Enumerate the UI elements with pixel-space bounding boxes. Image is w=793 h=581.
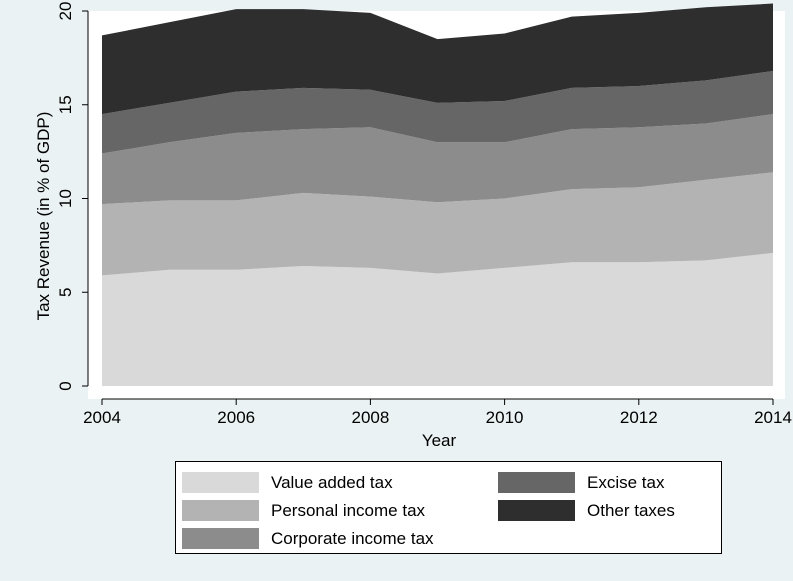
legend-label: Value added tax [271, 472, 393, 492]
legend-item-corporate-income-tax: Corporate income tax [182, 528, 434, 549]
x-tick-label: 2004 [83, 408, 121, 427]
legend-item-other-taxes: Other taxes [498, 500, 675, 521]
legend-swatch [182, 472, 259, 493]
legend-label: Excise tax [587, 472, 665, 492]
y-axis-label: Tax Revenue (in % of GDP) [34, 112, 53, 321]
x-tick-label: 2008 [351, 408, 389, 427]
legend-swatch [498, 500, 575, 521]
area-other-taxes [102, 3, 773, 115]
area-value-added-tax [102, 252, 773, 386]
area-corporate-income-tax [102, 114, 773, 205]
x-axis-label: Year [422, 431, 457, 450]
legend-item-value-added-tax: Value added tax [182, 472, 393, 493]
x-tick-label: 2010 [486, 408, 524, 427]
area-excise-tax [102, 71, 773, 154]
x-tick-label: 2006 [217, 408, 255, 427]
legend: Value added tax Personal income tax Corp… [175, 461, 722, 554]
y-tick-label: 5 [56, 288, 75, 297]
areas-layer [102, 3, 773, 386]
legend-label: Other taxes [587, 500, 675, 520]
y-tick-label: 10 [56, 189, 75, 208]
legend-label: Corporate income tax [271, 528, 434, 548]
legend-item-excise-tax: Excise tax [498, 472, 664, 493]
axes-layer: 0 5 10 15 20 2004 2006 2008 2010 2012 2014 [56, 2, 792, 427]
y-tick-label: 20 [56, 2, 75, 21]
legend-label: Personal income tax [271, 500, 426, 520]
y-tick-label: 15 [56, 95, 75, 114]
legend-swatch [182, 528, 259, 549]
y-tick-label: 0 [56, 381, 75, 390]
x-tick-label: 2014 [754, 408, 792, 427]
legend-item-personal-income-tax: Personal income tax [182, 500, 425, 521]
x-tick-label: 2012 [620, 408, 658, 427]
area-personal-income-tax [102, 172, 773, 276]
legend-swatch [182, 500, 259, 521]
legend-swatch [498, 472, 575, 493]
